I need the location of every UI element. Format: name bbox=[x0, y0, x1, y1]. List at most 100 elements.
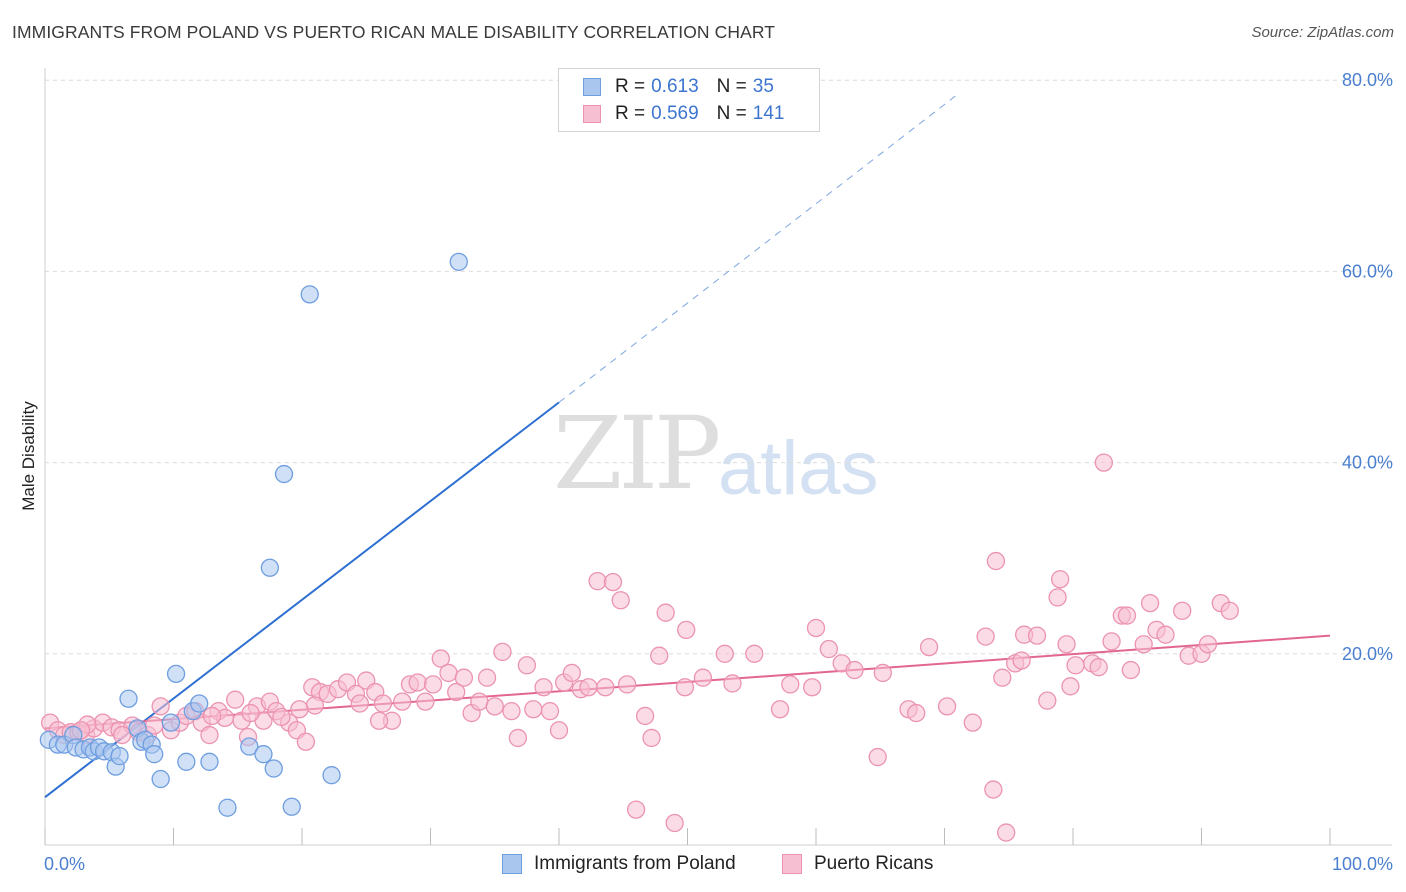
point-puerto-rican bbox=[963, 713, 982, 732]
point-puerto-rican bbox=[1121, 660, 1140, 680]
point-puerto-rican bbox=[1140, 593, 1160, 613]
point-puerto-rican bbox=[976, 627, 995, 646]
point-puerto-rican bbox=[984, 780, 1003, 799]
point-puerto-rican bbox=[112, 725, 132, 745]
point-poland bbox=[151, 769, 170, 789]
point-puerto-rican bbox=[781, 675, 800, 694]
point-puerto-rican bbox=[617, 675, 637, 694]
point-puerto-rican bbox=[151, 697, 170, 716]
point-puerto-rican bbox=[439, 663, 458, 683]
point-puerto-rican bbox=[635, 706, 655, 726]
point-poland bbox=[254, 745, 273, 764]
point-poland bbox=[200, 752, 219, 771]
point-poland bbox=[282, 797, 301, 816]
point-poland bbox=[449, 252, 468, 271]
point-puerto-rican bbox=[373, 694, 393, 713]
point-puerto-rican bbox=[802, 678, 822, 697]
point-puerto-rican bbox=[562, 663, 581, 683]
correlation-legend: R = 0.613 N = 35 R = 0.569 N = 141 bbox=[558, 68, 820, 132]
point-puerto-rican bbox=[677, 620, 696, 640]
data-points bbox=[39, 252, 1239, 842]
point-puerto-rican bbox=[665, 813, 684, 833]
point-puerto-rican bbox=[493, 642, 512, 662]
point-puerto-rican bbox=[937, 697, 957, 716]
legend-n-label: N = bbox=[716, 103, 747, 124]
point-puerto-rican bbox=[1012, 651, 1031, 670]
point-poland bbox=[264, 759, 283, 778]
point-puerto-rican bbox=[1057, 635, 1076, 654]
point-puerto-rican bbox=[868, 747, 887, 767]
bottom-legend-swatch-poland bbox=[502, 854, 522, 874]
point-poland bbox=[322, 766, 341, 785]
point-poland bbox=[300, 285, 319, 304]
legend-row-puerto-rican: R = 0.569 N = 141 bbox=[583, 102, 784, 126]
point-puerto-rican bbox=[393, 692, 412, 711]
point-puerto-rican bbox=[993, 668, 1012, 687]
point-puerto-rican bbox=[1173, 601, 1192, 620]
bottom-legend-poland: Immigrants from Poland bbox=[502, 852, 736, 876]
point-puerto-rican bbox=[241, 703, 260, 723]
point-poland bbox=[166, 664, 186, 684]
point-puerto-rican bbox=[907, 703, 926, 723]
point-puerto-rican bbox=[656, 603, 675, 622]
point-puerto-rican bbox=[1094, 453, 1113, 472]
point-puerto-rican bbox=[296, 732, 316, 751]
x-tick-label-min: 0.0% bbox=[44, 854, 85, 874]
point-puerto-rican bbox=[626, 800, 646, 819]
legend-r-label: R = bbox=[615, 103, 646, 124]
chart-source: Source: ZipAtlas.com bbox=[1251, 24, 1394, 41]
point-puerto-rican bbox=[723, 674, 742, 693]
point-puerto-rican bbox=[1102, 632, 1121, 651]
point-puerto-rican bbox=[1156, 625, 1175, 644]
y-tick-label: 60.0% bbox=[1342, 261, 1393, 281]
point-puerto-rican bbox=[693, 668, 713, 687]
point-puerto-rican bbox=[1089, 658, 1108, 677]
point-puerto-rican bbox=[1038, 691, 1057, 710]
point-puerto-rican bbox=[470, 692, 489, 711]
point-puerto-rican bbox=[200, 725, 219, 745]
point-puerto-rican bbox=[447, 682, 466, 702]
legend-r-value: 0.569 bbox=[651, 103, 699, 124]
trend-line-poland-extension bbox=[558, 94, 958, 403]
point-puerto-rican bbox=[1220, 601, 1239, 620]
point-poland bbox=[218, 798, 237, 817]
point-puerto-rican bbox=[650, 646, 669, 665]
point-puerto-rican bbox=[202, 706, 222, 726]
legend-n-value: 35 bbox=[752, 76, 774, 97]
y-tick-label: 40.0% bbox=[1342, 453, 1393, 473]
point-puerto-rican bbox=[290, 700, 309, 719]
point-puerto-rican bbox=[1134, 635, 1153, 654]
point-puerto-rican bbox=[745, 644, 764, 663]
point-puerto-rican bbox=[549, 721, 569, 740]
point-puerto-rican bbox=[508, 728, 528, 748]
point-puerto-rican bbox=[588, 571, 607, 591]
y-tick-label: 80.0% bbox=[1342, 70, 1393, 90]
bottom-legend-swatch-puerto-rican bbox=[782, 854, 802, 874]
point-puerto-rican bbox=[1198, 635, 1218, 654]
point-puerto-rican bbox=[517, 656, 537, 675]
point-puerto-rican bbox=[485, 697, 504, 716]
legend-swatch-puerto-rican bbox=[583, 105, 601, 123]
bottom-legend-label-puerto-rican: Puerto Ricans bbox=[814, 853, 934, 874]
point-puerto-rican bbox=[919, 637, 939, 657]
point-puerto-rican bbox=[770, 700, 790, 719]
point-puerto-rican bbox=[1051, 570, 1070, 589]
point-puerto-rican bbox=[350, 694, 369, 713]
legend-n-label: N = bbox=[716, 76, 747, 97]
gridlines bbox=[45, 79, 1392, 655]
legend-swatch-poland bbox=[583, 78, 601, 96]
point-puerto-rican bbox=[408, 673, 427, 692]
y-tick-label: 20.0% bbox=[1342, 644, 1393, 664]
point-poland bbox=[110, 746, 129, 766]
point-poland bbox=[240, 737, 259, 756]
point-puerto-rican bbox=[1066, 656, 1085, 675]
point-puerto-rican bbox=[806, 618, 826, 638]
watermark-zip: ZIP bbox=[553, 395, 721, 512]
point-puerto-rican bbox=[715, 644, 734, 663]
legend-row-poland: R = 0.613 N = 35 bbox=[583, 75, 774, 99]
point-puerto-rican bbox=[540, 702, 560, 721]
point-puerto-rican bbox=[579, 678, 598, 697]
point-puerto-rican bbox=[642, 728, 661, 748]
point-poland bbox=[145, 745, 164, 764]
